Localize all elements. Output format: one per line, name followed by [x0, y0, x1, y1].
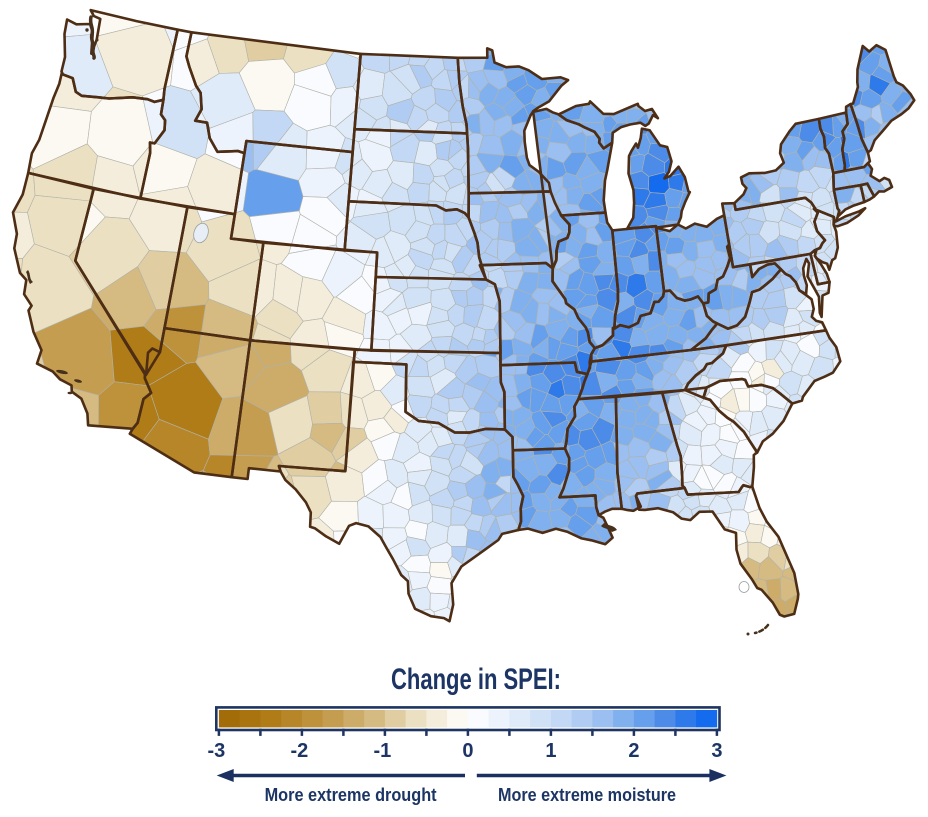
svg-text:2: 2	[628, 740, 639, 762]
svg-text:1: 1	[545, 740, 556, 762]
svg-text:More extreme moisture: More extreme moisture	[498, 785, 676, 805]
svg-text:-1: -1	[374, 740, 392, 762]
svg-text:Change in SPEI:: Change in SPEI:	[391, 663, 561, 696]
svg-text:0: 0	[462, 740, 473, 762]
svg-text:-3: -3	[208, 740, 226, 762]
svg-text:-2: -2	[291, 740, 309, 762]
svg-text:More extreme drought: More extreme drought	[265, 785, 437, 805]
svg-text:3: 3	[711, 740, 722, 762]
